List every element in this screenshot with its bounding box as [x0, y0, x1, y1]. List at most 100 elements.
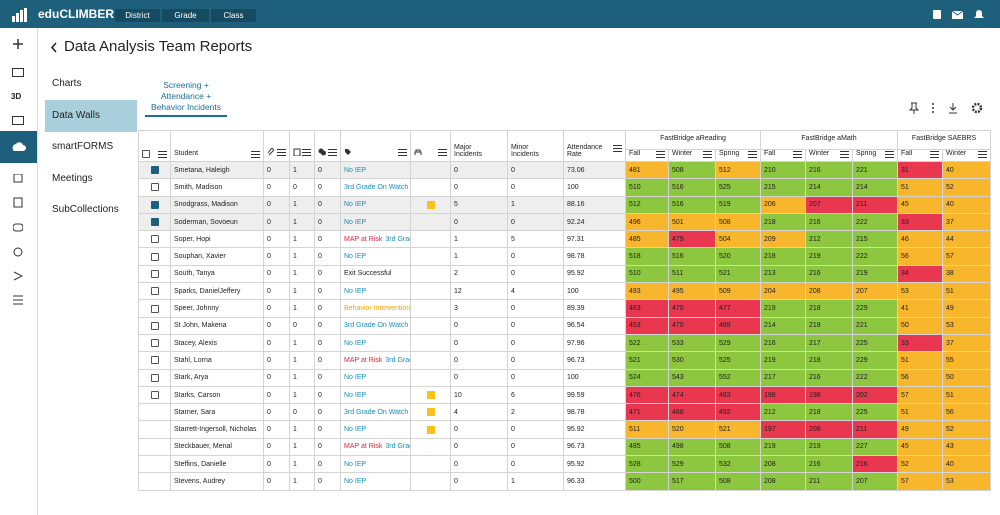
tag[interactable]: MAP at Risk [344, 443, 383, 451]
tag-cell: No IEP [340, 333, 411, 353]
count-cell: 0 [289, 178, 315, 197]
checkbox[interactable] [150, 287, 159, 296]
checkbox[interactable] [150, 200, 159, 209]
tag[interactable]: No IEP [344, 477, 367, 485]
student-name: Steckbauer, Menal [170, 437, 264, 457]
tag[interactable]: 3rd Grade [385, 443, 410, 451]
column-menu[interactable] [328, 149, 337, 156]
major-cell: 0 [450, 472, 508, 491]
side-menu-item[interactable]: smartFORMS [52, 141, 114, 152]
side-menu-item[interactable]: Data Walls [45, 99, 137, 132]
count-cell: 1 [289, 247, 315, 266]
flag-cell [410, 333, 451, 353]
major-cell: 5 [450, 195, 508, 214]
rail-icons[interactable] [13, 174, 23, 334]
tag[interactable]: Behavior Intervention [344, 305, 411, 313]
column-menu[interactable] [930, 151, 940, 158]
checkbox[interactable] [142, 150, 150, 158]
column-menu[interactable] [885, 151, 895, 158]
score-cell: 520 [714, 247, 762, 266]
tag[interactable]: 3rd Grade [385, 356, 410, 364]
tag[interactable]: No IEP [344, 201, 367, 209]
rail-active[interactable] [0, 131, 37, 163]
tag[interactable]: No IEP [344, 253, 367, 261]
column-menu[interactable] [302, 149, 311, 156]
column-menu[interactable] [613, 145, 622, 152]
tag[interactable]: 3rd Grade [385, 235, 410, 243]
column-menu[interactable] [398, 149, 407, 156]
tag[interactable]: No IEP [344, 218, 367, 226]
checkbox[interactable] [150, 339, 159, 348]
score-cell: 51 [942, 385, 992, 405]
rail-icon[interactable] [12, 68, 24, 77]
tag[interactable]: No IEP [344, 287, 367, 295]
term-label: Winter [809, 150, 830, 158]
column-menu[interactable] [158, 151, 167, 158]
score-cell: 504 [714, 230, 762, 249]
attendance-cell: 92.24 [563, 212, 626, 232]
checkbox[interactable] [150, 391, 159, 399]
flag-cell [410, 299, 451, 318]
flag-cell [410, 212, 451, 232]
column-menu[interactable] [656, 151, 665, 158]
column-menu[interactable] [251, 151, 260, 158]
score-cell: 498 [668, 437, 716, 457]
side-menu-item[interactable]: Charts [52, 78, 82, 89]
checkbox[interactable] [150, 252, 159, 261]
tag[interactable]: No IEP [344, 460, 367, 468]
tag[interactable]: MAP at Risk [344, 235, 383, 243]
nav-button[interactable]: District [115, 9, 160, 22]
column-menu[interactable] [793, 151, 803, 158]
add-icon[interactable] [12, 38, 24, 50]
column-menu[interactable] [703, 151, 712, 158]
checkbox[interactable] [150, 235, 159, 244]
tag[interactable]: MAP at Risk [344, 356, 383, 364]
tag[interactable]: No IEP [344, 339, 367, 347]
column-menu[interactable] [748, 151, 758, 158]
nav-button[interactable]: Class [211, 9, 256, 22]
flag-cell [410, 178, 451, 197]
column-menu[interactable] [438, 149, 447, 156]
flag-cell [410, 420, 451, 439]
column-menu[interactable] [840, 151, 850, 158]
toolbar-icons[interactable] [908, 102, 986, 114]
side-menu-item[interactable]: Meetings [52, 172, 93, 184]
checkbox[interactable] [150, 166, 159, 175]
tag[interactable]: Exit Successful [344, 270, 392, 278]
tag[interactable]: 3rd Grade On Watch [344, 322, 409, 330]
attendance-cell: 97.31 [563, 230, 626, 249]
score-cell: 508 [714, 437, 762, 457]
top-bar: eduCLIMBER District Grade Class [0, 0, 1000, 28]
column-menu[interactable] [277, 149, 286, 156]
tag[interactable]: No IEP [344, 391, 367, 399]
nav-button[interactable]: Grade [162, 9, 209, 22]
tag[interactable]: 3rd Grade On Watch [344, 183, 409, 191]
major-cell: 0 [450, 368, 508, 387]
count-cell: 1 [289, 195, 315, 214]
tag[interactable]: No IEP [344, 374, 367, 382]
tag[interactable]: No IEP [344, 426, 367, 434]
back-icon[interactable] [50, 42, 58, 53]
report-tab[interactable]: Screening + Attendance + Behavior Incide… [145, 80, 227, 117]
checkbox[interactable] [150, 183, 159, 192]
checkbox[interactable] [150, 356, 159, 365]
score-cell: 508 [668, 160, 716, 180]
tag[interactable]: 3rd Grade On Watch [344, 408, 409, 416]
checkbox[interactable] [150, 321, 159, 330]
column-menu[interactable] [978, 151, 988, 158]
checkbox[interactable] [150, 218, 159, 227]
select-cell [138, 160, 171, 180]
rail-icon[interactable] [12, 116, 24, 125]
checkbox[interactable] [150, 373, 159, 382]
score-cell: 208 [805, 420, 854, 439]
side-menu-item[interactable]: SubCollections [52, 204, 119, 215]
checkbox[interactable] [150, 304, 159, 313]
header-icons[interactable] [930, 9, 990, 20]
tag[interactable]: No IEP [344, 166, 367, 174]
checkbox[interactable] [150, 269, 159, 278]
icon-header [410, 130, 451, 162]
attendance-cell: 96.54 [563, 316, 626, 335]
rail-label[interactable]: 3D [11, 92, 22, 101]
minor-cell: 0 [507, 299, 564, 318]
